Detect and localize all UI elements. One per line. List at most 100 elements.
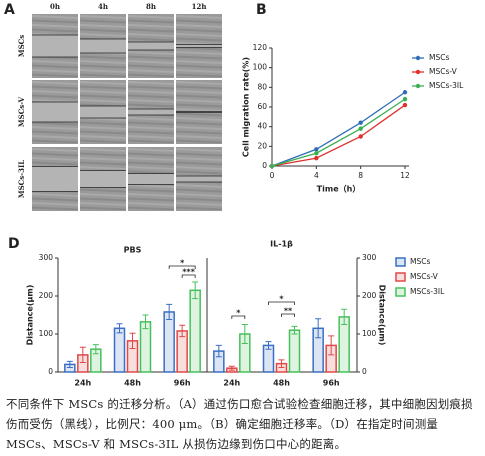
bar [288,329,301,373]
texture [127,117,175,121]
scratch [80,39,126,53]
bar [113,327,126,373]
texture [175,206,223,211]
texture [31,126,79,130]
texture [31,157,79,161]
panel-letter: A [4,2,15,18]
point [358,134,363,139]
row-label: MSCs-V [17,96,26,127]
texture [79,64,127,69]
point [269,163,275,169]
texture [175,81,223,85]
texture [31,60,79,64]
texture [31,15,79,19]
texture [31,64,79,69]
legend-label: MSCs-V [429,67,458,76]
y-tick-label: 300 [39,253,54,262]
texture [127,33,175,37]
texture [127,152,175,157]
x-tick-label: 4 [314,171,319,180]
error-bar [278,359,285,368]
texture [127,121,175,126]
texture [127,81,175,85]
texture [175,188,223,193]
texture [79,15,127,19]
texture [127,130,175,135]
error-bar [166,303,173,321]
texture [31,152,79,157]
texture [31,121,79,126]
y2-tick-label: 200 [362,291,377,300]
texture [175,161,223,166]
texture [31,69,79,73]
error-bar [228,365,235,371]
x-tick-label: 24h [74,379,91,388]
point [314,147,319,152]
texture [31,24,79,28]
texture [127,99,175,103]
point [314,151,319,156]
bar [338,316,350,373]
texture [127,94,175,99]
y2-axis-label: Distance(μm) [378,285,387,346]
series-line [271,98,406,167]
x-tick-label: 8 [358,171,363,180]
texture [175,202,223,206]
significance-bracket [268,301,295,305]
scratch [176,176,222,182]
texture [175,33,223,37]
scratch [128,109,174,115]
texture [175,90,223,94]
texture [175,166,223,170]
texture [79,157,127,161]
texture [31,81,79,85]
bar [189,289,201,373]
error-bar [315,318,322,339]
texture [175,117,223,121]
texture [31,94,79,99]
y-tick-label: 100 [253,63,268,72]
texture [79,135,127,139]
texture [175,69,223,73]
y-tick-label: 20 [257,141,267,150]
texture [175,37,223,42]
texture [79,161,127,166]
texture [127,69,175,73]
texture [79,202,127,206]
significance-label: * [180,259,185,268]
y-tick-label: 60 [257,102,267,111]
panel-title: IL-1β [270,240,293,249]
texture [127,202,175,206]
column-label: 0h [50,2,60,11]
error-bar [116,323,123,334]
texture [175,99,223,103]
texture [79,60,127,64]
texture [127,15,175,19]
texture [79,73,127,78]
texture [175,85,223,90]
texture [79,69,127,73]
texture [127,28,175,33]
texture [127,24,175,28]
texture [31,197,79,202]
panel-letter: D [8,236,20,252]
legend-marker [415,69,421,75]
point [402,90,408,95]
texture [175,197,223,202]
texture [79,130,127,135]
legend-label: MSCs [429,53,449,62]
texture [175,64,223,69]
texture [127,188,175,193]
texture [31,135,79,139]
legend-swatch [395,272,406,282]
texture [79,19,127,24]
y-tick-label: 120 [253,43,268,52]
x-tick-label: 24h [223,379,240,388]
x-tick-label: 0 [270,171,275,180]
texture [175,130,223,135]
series-line [271,91,406,167]
texture [127,126,175,130]
texture [127,139,175,144]
texture [31,148,79,152]
point [402,96,408,102]
